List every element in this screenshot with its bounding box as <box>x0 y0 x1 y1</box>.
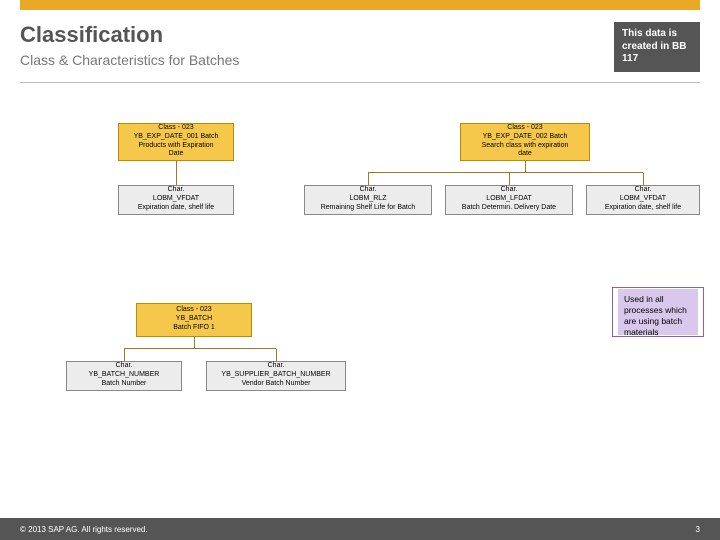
footer-copyright: © 2013 SAP AG. All rights reserved. <box>20 525 148 534</box>
header-note: This data is created in BB 117 <box>614 22 700 72</box>
char-node: Char.YB_SUPPLIER_BATCH_NUMBERVendor Batc… <box>206 361 346 391</box>
char-node: Char.LOBM_RLZRemaining Shelf Life for Ba… <box>304 185 432 215</box>
page-title: Classification <box>20 22 614 48</box>
class-node: Class - 023YB_EXP_DATE_001 BatchProducts… <box>118 123 234 161</box>
connector <box>276 349 277 361</box>
connector <box>194 337 195 349</box>
char-node: Char.YB_BATCH_NUMBERBatch Number <box>66 361 182 391</box>
side-note: Used in all processes which are using ba… <box>618 289 698 335</box>
connector <box>368 172 643 173</box>
char-node: Char.LOBM_VFDATExpiration date, shelf li… <box>586 185 700 215</box>
class-node: Class - 023YB_EXP_DATE_002 BatchSearch c… <box>460 123 590 161</box>
char-node: Char.LOBM_VFDATExpiration date, shelf li… <box>118 185 234 215</box>
footer: © 2013 SAP AG. All rights reserved. 3 <box>0 518 720 540</box>
class-node: Class - 023YB_BATCHBatch FIFO 1 <box>136 303 252 337</box>
connector <box>525 161 526 173</box>
connector <box>509 173 510 185</box>
connector <box>124 348 276 349</box>
connector <box>368 173 369 185</box>
connector <box>643 173 644 185</box>
diagram-canvas: Class - 023YB_EXP_DATE_001 BatchProducts… <box>20 83 700 463</box>
connector <box>176 161 177 173</box>
footer-page-number: 3 <box>696 525 700 534</box>
header: Classification Class & Characteristics f… <box>0 10 720 72</box>
title-block: Classification Class & Characteristics f… <box>20 22 614 68</box>
top-accent-bar <box>20 0 700 10</box>
connector <box>176 173 177 185</box>
connector <box>124 349 125 361</box>
char-node: Char.LOBM_LFDATBatch Determin. Delivery … <box>445 185 573 215</box>
page-subtitle: Class & Characteristics for Batches <box>20 52 614 68</box>
